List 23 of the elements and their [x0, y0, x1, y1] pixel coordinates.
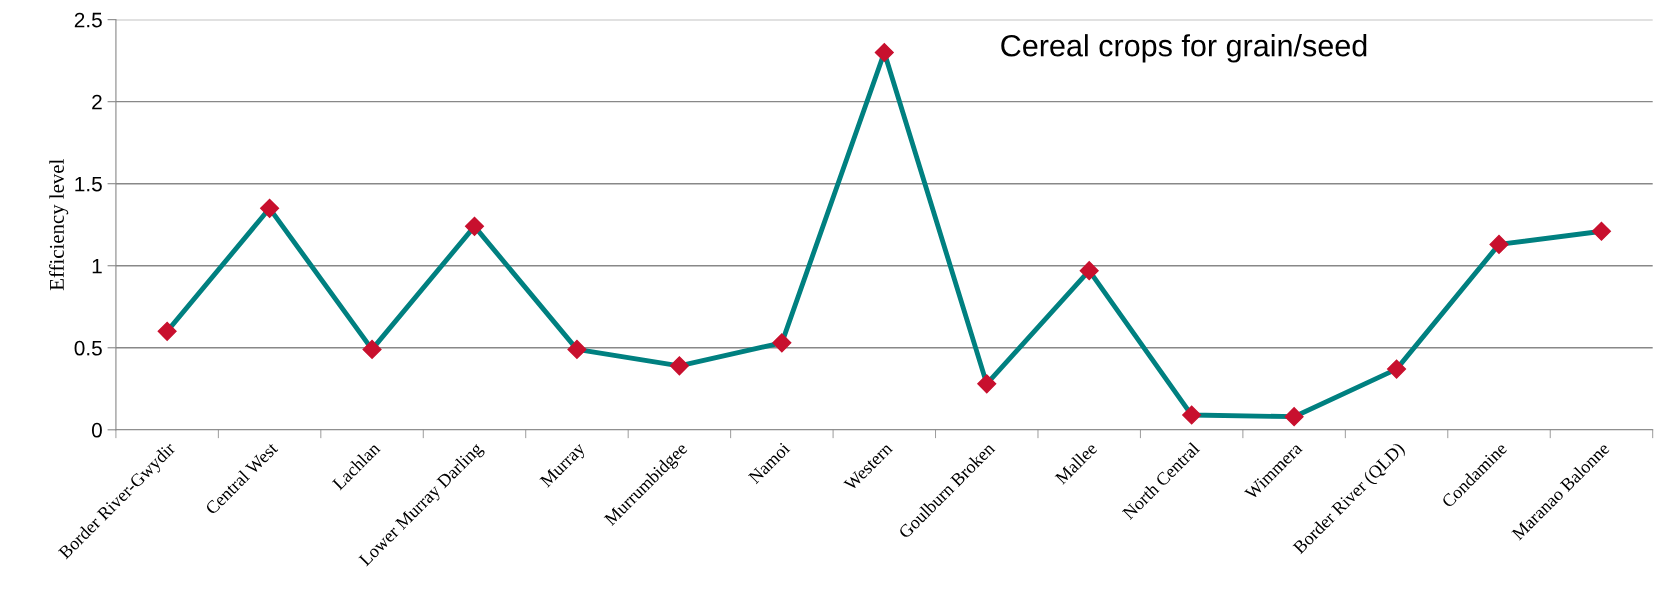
point: [1387, 359, 1407, 379]
point: [874, 42, 894, 62]
point: [669, 356, 689, 376]
y-axis-title: Efficiency level: [49, 159, 69, 291]
point: [1182, 405, 1202, 425]
point: [772, 333, 792, 353]
point: [1591, 221, 1611, 241]
point: [1489, 234, 1509, 254]
y-tick-label: 0: [91, 422, 102, 438]
point: [157, 321, 177, 341]
y-tick-label: 0.5: [74, 340, 102, 356]
chart-title: Cereal crops for grain/seed: [1001, 34, 1367, 63]
y-tick-label: 1.5: [75, 176, 102, 192]
y-tick-label: 2: [92, 94, 102, 110]
point: [362, 339, 382, 359]
point: [977, 374, 997, 394]
point: [567, 339, 587, 359]
point: [1284, 407, 1304, 427]
y-tick-label: 2.5: [74, 12, 102, 28]
point: [464, 216, 485, 236]
point: [260, 198, 280, 218]
y-tick-label: 1: [92, 258, 102, 274]
point: [1079, 261, 1099, 281]
